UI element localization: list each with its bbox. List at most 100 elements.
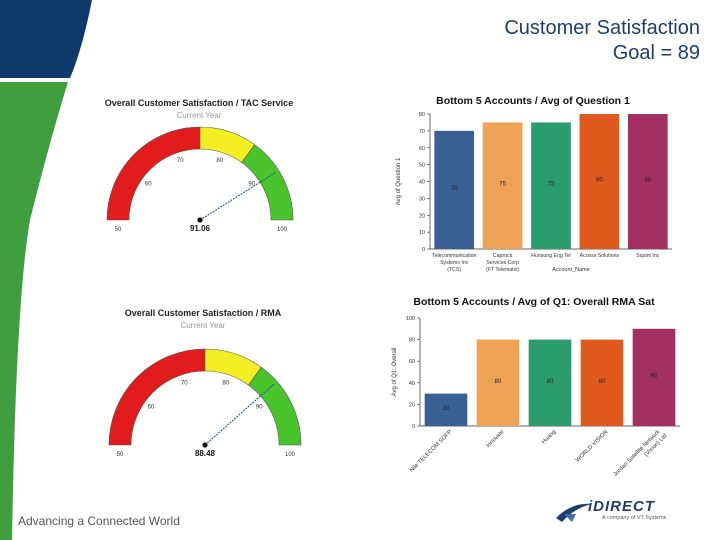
bar [434, 130, 475, 249]
x-tick-label: Innovate [485, 429, 505, 449]
y-tick-label: 50 [419, 163, 425, 169]
footer-tagline: Advancing a Connected World [18, 514, 180, 528]
x-tick-label: WORLD VISION [575, 429, 610, 464]
gauge-title: Overall Customer Satisfaction / RMA [124, 308, 282, 318]
x-tick-label: Huang [541, 429, 557, 445]
y-tick-label: 60 [409, 359, 415, 365]
logo-brand: iDIRECT [588, 498, 655, 515]
bar [632, 328, 676, 426]
bar [531, 122, 571, 249]
page-title: Customer Satisfaction Goal = 89 [504, 16, 700, 66]
gauge-dial: 50 60 70 80 90 100 88.48 [108, 348, 302, 458]
corner-decoration [0, 0, 92, 540]
gauge-tick-label: 50 [115, 227, 122, 233]
gauge-value-label: 91.06 [190, 224, 211, 233]
gauge-band-green [248, 366, 302, 446]
gauge-needle-hub [197, 217, 203, 223]
y-tick-label: 30 [419, 196, 425, 202]
bar-value-label: 75 [548, 182, 555, 188]
title-line-1: Customer Satisfaction [504, 17, 700, 39]
bar-value-label: 80 [599, 379, 606, 385]
chart-plot: 0 10 20 30 40 50 60 70 80 Avg of Question 1 70 Tele… [396, 112, 672, 273]
gauge-panel-tac: Overall Customer Satisfaction / TAC Serv… [98, 94, 300, 244]
bar-value-label: 75 [499, 182, 506, 188]
gauge-tick-label: 90 [256, 405, 263, 411]
bar-chart-rma: Bottom 5 Accounts / Avg of Q1: Overall R… [386, 292, 682, 506]
x-tick-label: Squint Inc [636, 253, 659, 259]
navy-swoosh [0, 0, 92, 78]
gauge-band-red [106, 126, 201, 221]
chart-body: 0 20 40 60 80 100 Avg of Q1: Overall 30 Nile TEL… [392, 316, 680, 478]
y-tick-label: 100 [406, 316, 415, 322]
logo-swoosh-icon [556, 503, 592, 522]
gauge-tick-label: 80 [216, 158, 223, 164]
chart-title: Bottom 5 Accounts / Avg of Q1: Overall R… [413, 296, 655, 308]
x-axis-label: Account_Name [552, 267, 590, 273]
gauge-value-label: 88.48 [195, 449, 216, 458]
bar [482, 122, 523, 249]
gauge-tac: 50 60 70 80 90 100 91.06 [106, 126, 294, 233]
gauge-tick-label: 80 [222, 380, 229, 386]
gauge-tick-label: 60 [145, 181, 152, 187]
gauge-tick-label: 70 [181, 380, 188, 386]
gauge-needle-hub [202, 442, 208, 448]
bar [580, 339, 624, 426]
x-tick-label: Jordan Satellite Network [613, 429, 662, 478]
y-tick-label: 20 [419, 213, 425, 219]
gauge-tick-label: 100 [285, 452, 296, 458]
bar [627, 114, 668, 249]
x-tick-label: Hunsung Eng Tel [531, 253, 570, 259]
y-tick-label: 80 [419, 112, 425, 118]
bar-value-label: 70 [451, 186, 458, 192]
bar [528, 339, 572, 426]
gauge-subtitle: Current Year [176, 111, 222, 120]
chart-body: 0 10 20 30 40 50 60 70 80 Avg of Question 1 70 Tele… [396, 112, 672, 273]
gauge-rma: 50 60 70 80 90 100 88.48 [108, 348, 302, 458]
x-tick-label: Nile TELECOM SOFP [409, 429, 454, 474]
gauge-tick-label: 70 [177, 158, 184, 164]
x-tick-label: Caprock [493, 253, 513, 259]
y-axis-label: Avg of Question 1 [396, 157, 402, 205]
x-tick-label: Telecommunication [432, 253, 477, 259]
x-tick-label: Systems Inc [440, 260, 469, 266]
y-tick-label: 0 [412, 424, 415, 430]
bar-value-label: 80 [644, 178, 651, 184]
gauge-panel-rma: Overall Customer Satisfaction / RMA Curr… [98, 304, 308, 460]
title-line-2: Goal = 89 [612, 42, 700, 64]
gauge-dial: 50 60 70 80 90 100 91.06 [106, 126, 294, 233]
chart-plot: 0 20 40 60 80 100 Avg of Q1: Overall 30 Nile TEL… [392, 316, 680, 478]
gauge-band-red [108, 348, 206, 446]
y-tick-label: 0 [422, 247, 425, 253]
x-tick-label: Access Solutions [580, 253, 620, 259]
chart-title: Bottom 5 Accounts / Avg of Question 1 [436, 95, 630, 107]
bar-value-label: 90 [651, 373, 658, 379]
gauge-needle [199, 172, 276, 221]
y-tick-label: 60 [419, 146, 425, 152]
bar [424, 393, 468, 426]
gauge-tick-label: 60 [147, 405, 154, 411]
bar-value-label: 80 [547, 379, 554, 385]
bar-value-label: 30 [443, 406, 450, 412]
bar-chart-question1: Bottom 5 Accounts / Avg of Question 1 0 1… [388, 90, 678, 276]
gauge-tick-label: 100 [277, 227, 288, 233]
y-tick-label: 10 [419, 230, 425, 236]
y-axis-label: Avg of Q1: Overall [392, 348, 398, 397]
gauge-tick-label: 90 [248, 181, 255, 187]
y-tick-label: 40 [419, 180, 425, 186]
gauge-needle [204, 383, 275, 446]
y-tick-label: 70 [419, 129, 425, 135]
x-tick-label: Services Corp [486, 260, 519, 266]
green-swoosh [0, 82, 68, 540]
company-logo: iDIRECT A company of VT Systems [554, 496, 694, 526]
bar-value-label: 80 [495, 379, 502, 385]
x-tick-label: (TCS) [447, 267, 461, 273]
gauge-tick-label: 50 [117, 452, 124, 458]
x-tick-label: (FT Telematix) [486, 267, 519, 273]
gauge-subtitle: Current Year [180, 321, 226, 330]
y-tick-label: 40 [409, 381, 415, 387]
bar [579, 114, 620, 249]
logo-subtitle: A company of VT Systems [602, 515, 667, 521]
gauge-band-green [241, 144, 294, 221]
y-tick-label: 80 [409, 338, 415, 344]
bar-value-label: 80 [596, 178, 603, 184]
